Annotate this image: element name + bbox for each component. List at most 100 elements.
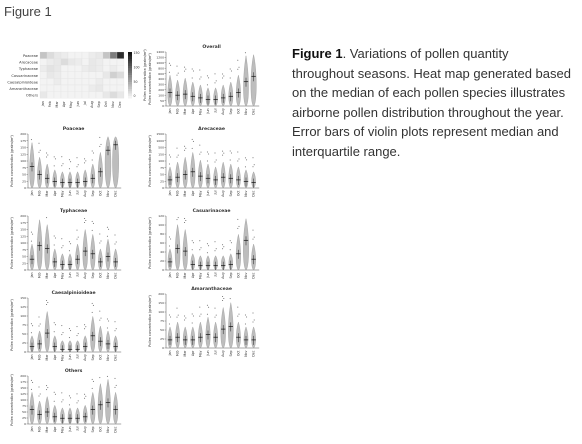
violin-outlier-point [46,156,48,158]
x-month-label: Nov [244,190,248,196]
violin-outlier-point [84,162,86,164]
heatmap-cell [88,78,97,86]
violin-outlier-point [215,314,217,316]
x-month-label: Dec [252,190,256,196]
y-tick-label: 500 [158,146,164,150]
y-tick-label: 25 [22,179,26,183]
y-tick-label: 25 [22,261,26,265]
x-month-label: Mar [45,426,49,433]
violin-outlier-point [46,304,48,305]
violin-outlier-point [53,165,55,167]
violin-outlier-point [199,315,201,317]
violin-outlier-point [108,228,110,230]
violin-outlier-point [237,151,239,153]
x-month-label: Sep [229,351,233,357]
violin-outlier-point [185,317,187,319]
heatmap-cell [60,58,69,66]
violin-panel-poaceae: Poaceae Pollen concentration (grains/m³) 2… [8,124,132,206]
violin-outlier-point [84,324,86,326]
violin-outlier-point [77,400,79,402]
violin-outlier-point [244,314,246,316]
y-tick-label: 200 [158,88,164,92]
x-month-label: Apr [53,426,57,432]
y-tick-label: 25 [22,341,26,345]
violin-outlier-point [39,393,41,395]
violin-outlier-point [30,139,32,141]
heatmap-scale-step [128,84,132,87]
violin-outlier-point [229,298,231,300]
panel-y-axis-label: Pollen concentration (grains/m³) [10,135,14,186]
x-month-label: Jun [68,191,72,197]
heatmap-cell [95,58,104,66]
heatmap-cell [53,78,62,86]
x-month-label: Sep [91,355,95,361]
violin-outlier-point [206,313,208,315]
heatmap-cell [60,71,69,79]
violin-outlier-point [192,242,194,244]
violin-outlier-point [192,315,194,317]
violin-outlier-point [237,227,239,229]
heatmap-scale-step [128,65,132,69]
x-month-label: Dec [252,350,256,356]
heatmap-cell [74,58,83,66]
heatmap-cell [81,91,90,99]
x-month-label: Jan [168,273,172,279]
heatmap-row-label: Casuarinaceae [11,74,38,78]
violin-outlier-point [237,315,239,317]
violin-outlier-point [206,75,208,77]
y-tick-label: 100 [20,398,26,402]
violin-outlier-point [199,69,201,71]
y-tick-label: 50 [22,410,26,414]
y-tick-label: 25 [22,416,26,420]
panel-title: Arecaceae [198,126,225,132]
violin-outlier-point [91,387,93,389]
panel-y-axis-label: Pollen concentration (grains/m³) [148,53,152,104]
heatmap-cell [53,84,62,92]
x-month-label: Jan [30,355,34,361]
panel-title: Others [65,368,83,374]
violin-outlier-point [184,145,186,147]
heatmap-cell [109,71,118,79]
heatmap-cell [46,71,55,79]
violin-outlier-point [114,377,116,379]
violin-outlier-point [191,138,193,140]
violin-outlier-point [54,237,56,239]
heatmap-cell [46,91,55,99]
x-month-label: Sep [229,191,233,197]
heatmap-row-label: Typhaceae [18,67,39,71]
heatmap-scale-step [128,75,132,78]
y-tick-label: 60 [160,241,164,245]
violin-outlier-point [115,241,117,243]
x-month-label: Feb [38,191,42,197]
violin-outlier-point [208,306,210,308]
heatmap-row-label: Caesalpinioideae [7,80,38,84]
violin-outlier-point [222,248,224,250]
violin-outlier-point [53,391,55,393]
violin-outlier-point [38,142,40,144]
violin-outlier-point [77,236,79,238]
violin-outlier-point [214,316,216,318]
x-month-label: Nov [106,190,110,196]
violin-panel-others: Others Pollen concentration (grains/m³) 20… [8,366,132,442]
heatmap-cell [67,65,76,72]
heatmap-cell [88,84,97,92]
violin-outlier-point [214,161,216,163]
heatmap-cell [81,58,90,66]
violin-outlier-point [68,159,70,161]
violin-outlier-point [252,166,254,168]
violin-outlier-point [84,158,86,160]
heatmap-scale-step [128,56,132,60]
violin-outlier-point [208,245,210,247]
violin-outlier-point [99,377,101,379]
violin-outlier-point [244,157,246,159]
violin-outlier-point [191,240,193,242]
violin-outlier-point [206,84,208,86]
violin-chart-overall: Overall Pollen concentration (grains/m³) 1… [148,44,260,115]
violin-outlier-point [252,157,254,159]
x-month-label: May [198,272,202,279]
violin-outlier-point [214,307,216,309]
violin-outlier-point [61,156,63,158]
x-month-label: Aug [83,427,87,433]
x-month-label: Feb [38,355,42,361]
violin-chart-arecaceae: Arecaceae Pollen concentration (grains/m³… [148,126,260,197]
